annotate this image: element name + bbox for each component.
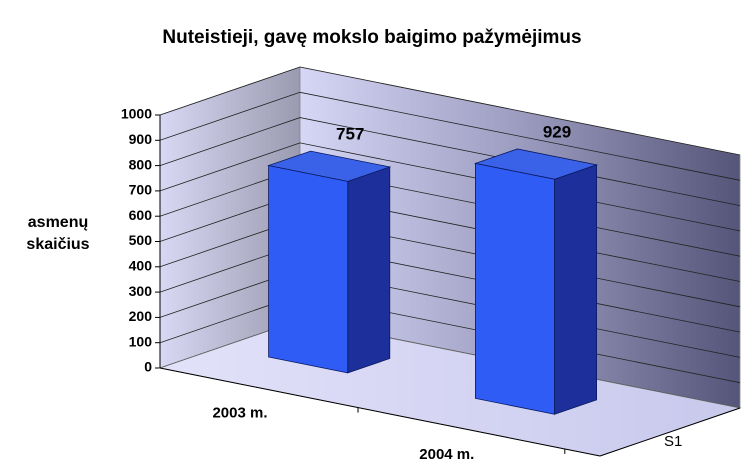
y-tick-label: 1000	[121, 106, 152, 122]
y-tick-label: 800	[129, 156, 153, 172]
bar-top	[267, 150, 392, 182]
bar-front	[268, 165, 349, 374]
grid-line	[159, 66, 741, 156]
bar-side	[347, 166, 391, 374]
y-tick-label: 500	[129, 232, 153, 248]
x-axis	[159, 367, 601, 457]
grid-line	[159, 91, 741, 181]
bar-top	[473, 148, 599, 180]
depth-axis	[599, 407, 741, 457]
y-tick-label: 900	[129, 131, 153, 147]
value-label: 757	[336, 125, 364, 144]
bar-side	[554, 164, 597, 415]
y-tick-label: 200	[129, 308, 153, 324]
y-tick-label: 700	[129, 182, 153, 198]
y-tick-label: 400	[129, 258, 153, 274]
x-tick-label: 2003 m.	[212, 405, 267, 422]
y-tick-label: 300	[129, 283, 153, 299]
y-tick-label: 0	[144, 359, 152, 375]
bar-front	[474, 162, 555, 415]
y-tick-label: 600	[129, 207, 153, 223]
y-axis-label: asmenų skaičius	[26, 214, 90, 253]
legend-label: S1	[664, 433, 682, 450]
x-tick-label: 2004 m.	[419, 446, 474, 463]
y-tick-label: 100	[129, 333, 153, 349]
value-label: 929	[543, 122, 571, 141]
chart-title: Nuteistieji, gavę mokslo baigimo pažymėj…	[162, 27, 581, 48]
